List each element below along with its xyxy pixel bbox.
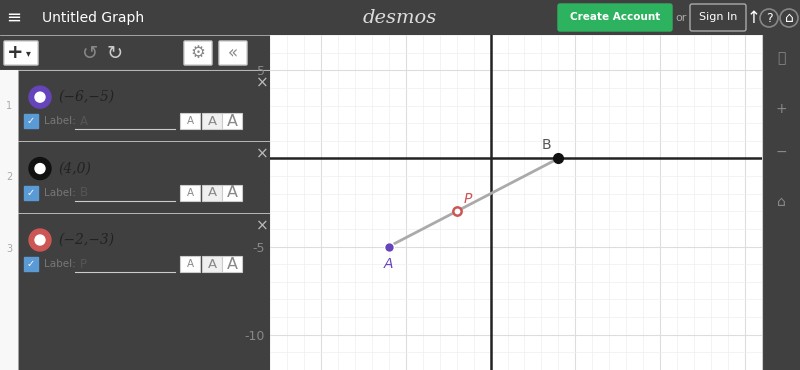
Text: +: +	[6, 44, 23, 63]
Text: ⌂: ⌂	[777, 195, 786, 209]
Text: ▾: ▾	[26, 48, 30, 58]
Text: ↑: ↑	[747, 9, 761, 27]
Circle shape	[35, 235, 45, 245]
Text: (−2,−3): (−2,−3)	[58, 233, 114, 247]
Text: P: P	[80, 258, 87, 271]
Text: A: A	[226, 257, 238, 272]
FancyBboxPatch shape	[222, 185, 242, 201]
Text: ×: ×	[256, 75, 268, 90]
Text: A: A	[207, 186, 217, 199]
Text: ⌂: ⌂	[785, 11, 794, 25]
Circle shape	[29, 86, 51, 108]
Text: +: +	[775, 102, 787, 116]
FancyBboxPatch shape	[202, 185, 222, 201]
FancyBboxPatch shape	[180, 185, 200, 201]
Text: Label:: Label:	[44, 188, 76, 198]
FancyBboxPatch shape	[180, 256, 200, 272]
Text: A: A	[186, 259, 194, 269]
Text: Sign In: Sign In	[699, 13, 737, 23]
Text: Label:: Label:	[44, 259, 76, 269]
Text: A: A	[226, 185, 238, 201]
Text: ✓: ✓	[27, 117, 35, 127]
FancyBboxPatch shape	[202, 114, 222, 130]
Text: 3: 3	[6, 243, 12, 253]
Text: ↻: ↻	[107, 44, 123, 63]
FancyBboxPatch shape	[222, 256, 242, 272]
Text: A: A	[80, 115, 88, 128]
FancyBboxPatch shape	[184, 41, 212, 65]
Text: ×: ×	[256, 218, 268, 233]
Text: desmos: desmos	[363, 9, 437, 27]
Text: A: A	[186, 188, 194, 198]
Text: A: A	[226, 114, 238, 129]
Text: (−6,−5): (−6,−5)	[58, 90, 114, 104]
Bar	[24, 114, 38, 128]
Text: A: A	[186, 117, 194, 127]
Circle shape	[29, 158, 51, 179]
Text: ?: ?	[766, 11, 772, 24]
FancyBboxPatch shape	[222, 114, 242, 130]
Text: B: B	[80, 186, 88, 199]
Text: A: A	[207, 258, 217, 271]
Text: 1: 1	[6, 101, 12, 111]
FancyBboxPatch shape	[4, 41, 38, 65]
Text: (4,0): (4,0)	[58, 162, 91, 176]
Text: −: −	[775, 145, 787, 159]
Circle shape	[35, 92, 45, 102]
Text: ×: ×	[256, 147, 268, 162]
Text: A: A	[207, 115, 217, 128]
Text: A: A	[384, 257, 394, 271]
Text: or: or	[675, 13, 686, 23]
FancyBboxPatch shape	[558, 4, 672, 31]
Text: Create Account: Create Account	[570, 13, 660, 23]
Bar	[24, 186, 38, 200]
Bar	[24, 257, 38, 271]
Text: 🔧: 🔧	[777, 51, 785, 65]
Bar	[0, 70, 18, 370]
Circle shape	[35, 164, 45, 174]
FancyBboxPatch shape	[180, 114, 200, 130]
FancyBboxPatch shape	[219, 41, 247, 65]
Text: Label:: Label:	[44, 117, 76, 127]
Text: «: «	[228, 44, 238, 62]
FancyBboxPatch shape	[202, 256, 222, 272]
Text: ✓: ✓	[27, 188, 35, 198]
Text: Untitled Graph: Untitled Graph	[42, 11, 144, 25]
Text: ✓: ✓	[27, 259, 35, 269]
Text: B: B	[542, 138, 551, 152]
Text: ↺: ↺	[82, 44, 98, 63]
Text: 2: 2	[6, 172, 12, 182]
Text: P: P	[463, 192, 472, 206]
Text: ⚙: ⚙	[190, 44, 206, 62]
Text: ≡: ≡	[6, 9, 22, 27]
Circle shape	[29, 229, 51, 251]
